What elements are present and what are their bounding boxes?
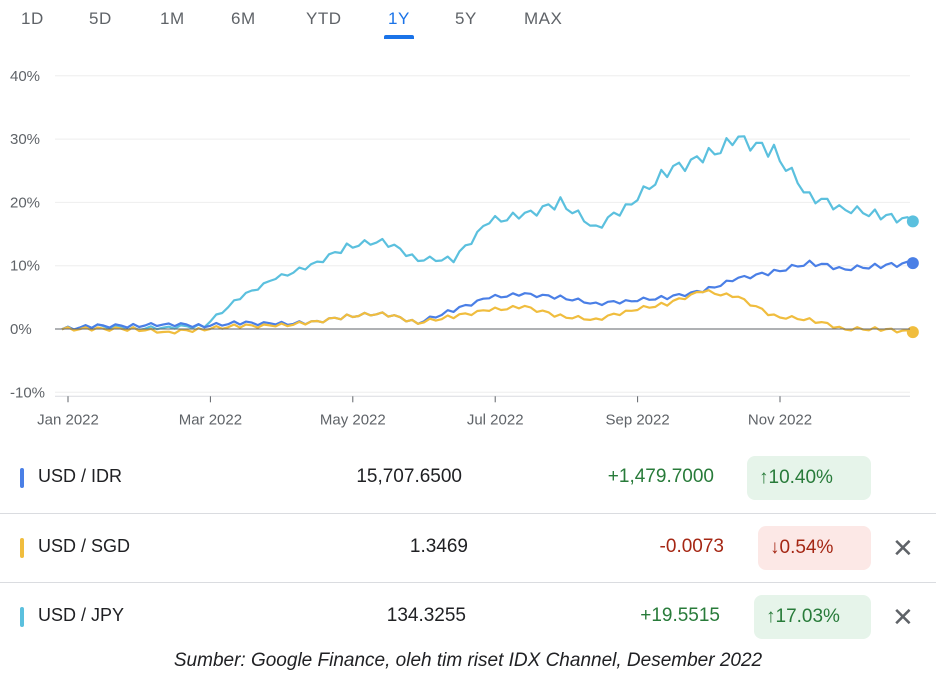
tab-5y[interactable]: 5Y	[455, 9, 477, 28]
tab-max[interactable]: MAX	[524, 9, 563, 28]
tab-1m[interactable]: 1M	[160, 9, 185, 28]
y-tick-label: 0%	[10, 321, 32, 338]
divider	[0, 513, 936, 514]
y-tick-label: 10%	[10, 258, 40, 275]
price: 134.3255	[386, 605, 466, 626]
tab-5d[interactable]: 5D	[89, 9, 112, 28]
x-tick-label: Mar 2022	[179, 411, 242, 428]
x-tick-label: Jan 2022	[37, 411, 99, 428]
line-chart: 40% 30% 20% 10% 0% -10% Jan 2022 Mar 2022 May 20…	[10, 68, 919, 428]
close-icon[interactable]: ✕	[892, 533, 914, 563]
arrow-up-icon: ↑	[759, 467, 769, 488]
y-tick-label: 40%	[10, 68, 40, 85]
series-line-usd-jpy	[61, 135, 914, 332]
series-end-dot	[906, 326, 919, 339]
divider	[0, 582, 936, 583]
percent-badge: ↑10.40%	[747, 456, 871, 500]
x-tick-label: Sep 2022	[605, 411, 669, 428]
change: -0.0073	[659, 536, 724, 557]
table-row[interactable]: USD / JPY 134.3255 +19.5515 ↑17.03% ✕	[0, 583, 936, 651]
table-row[interactable]: USD / SGD 1.3469 -0.0073 ↓0.54% ✕	[0, 514, 936, 582]
pair-label: USD / IDR	[38, 466, 123, 486]
series-end-dot	[906, 257, 919, 270]
tab-1d[interactable]: 1D	[21, 9, 44, 28]
change: +1,479.7000	[607, 466, 714, 487]
x-tick-label: Jul 2022	[467, 411, 524, 428]
arrow-up-icon: ↑	[766, 606, 776, 627]
time-range-tabs: 1D 5D 1M 6M YTD 1Y 5Y MAX	[0, 0, 936, 40]
change: +19.5515	[640, 605, 720, 626]
table-row[interactable]: USD / IDR 15,707.6500 +1,479.7000 ↑10.40…	[0, 444, 936, 512]
y-tick-label: 20%	[10, 194, 40, 211]
pair-label: USD / SGD	[38, 536, 131, 556]
series-color-swatch	[20, 607, 24, 627]
percent-badge: ↑17.03%	[754, 595, 871, 639]
series-end-dot	[906, 215, 919, 228]
series-color-swatch	[20, 468, 24, 488]
series-line-usd-sgd	[61, 289, 914, 335]
arrow-down-icon: ↓	[770, 537, 780, 558]
percent-value: 17.03%	[775, 606, 840, 627]
close-icon[interactable]: ✕	[892, 602, 914, 632]
x-tick-label: Nov 2022	[748, 411, 812, 428]
tab-6m[interactable]: 6M	[231, 9, 256, 28]
y-tick-label: -10%	[10, 384, 45, 401]
series-color-swatch	[20, 538, 24, 558]
source-caption: Sumber: Google Finance, oleh tim riset I…	[173, 650, 763, 671]
y-tick-label: 30%	[10, 131, 40, 148]
x-tick-label: May 2022	[320, 411, 386, 428]
tab-ytd[interactable]: YTD	[306, 9, 342, 28]
pair-label: USD / JPY	[38, 605, 125, 625]
percent-badge: ↓0.54%	[758, 526, 871, 570]
price: 15,707.6500	[356, 466, 462, 487]
percent-value: 10.40%	[768, 467, 833, 488]
tab-1y[interactable]: 1Y	[384, 9, 414, 39]
series-line-usd-idr	[61, 259, 914, 331]
price: 1.3469	[409, 536, 468, 557]
percent-value: 0.54%	[779, 537, 834, 558]
